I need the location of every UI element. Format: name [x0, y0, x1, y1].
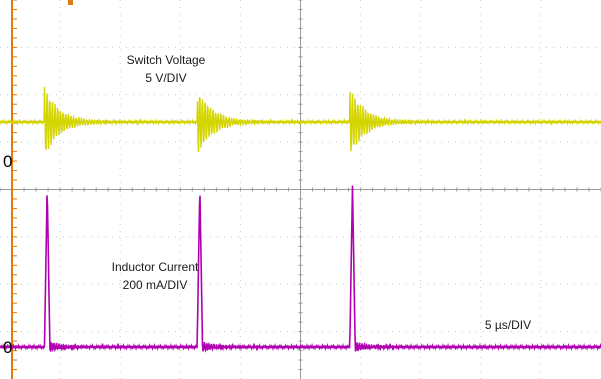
inductor-current-trace — [0, 185, 601, 353]
voltage-zero-marker: 0 — [3, 152, 12, 171]
inductor-current-label: Inductor Current — [112, 260, 199, 274]
switch-voltage-trace — [0, 86, 601, 153]
switch-voltage-label: Switch Voltage — [127, 53, 206, 67]
switch-voltage-scale-label: 5 V/DIV — [145, 71, 186, 85]
current-zero-marker: 0 — [3, 338, 12, 357]
traces-group — [0, 86, 601, 353]
trigger-position-marker — [68, 0, 73, 5]
timebase-label: 5 µs/DIV — [485, 318, 531, 332]
inductor-current-scale-label: 200 mA/DIV — [123, 278, 188, 292]
